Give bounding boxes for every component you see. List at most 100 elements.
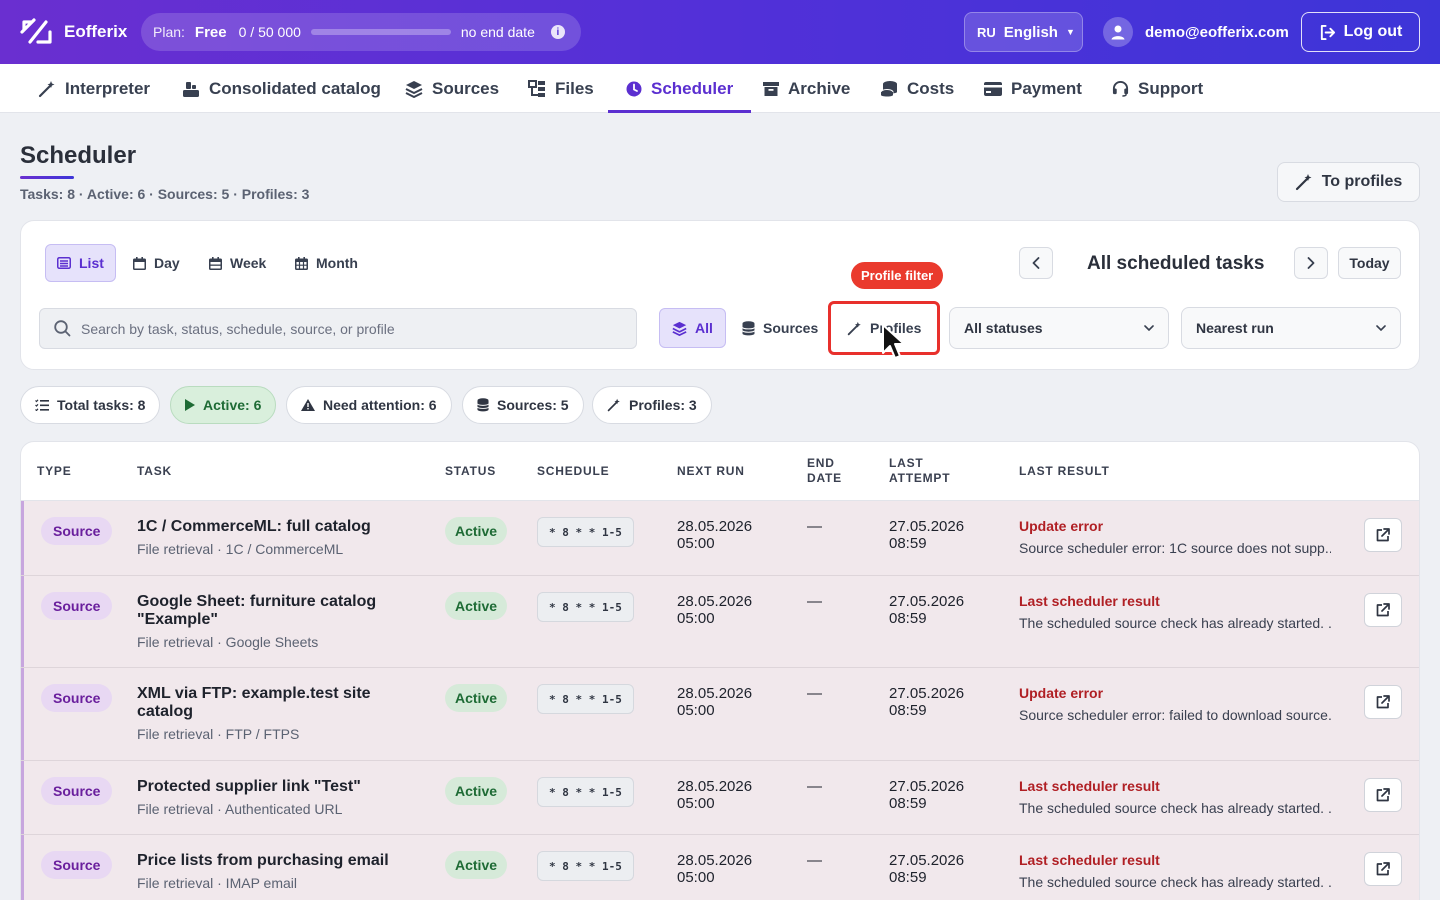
nav-label: Interpreter bbox=[65, 78, 151, 98]
column-header-last-attempt[interactable]: LAST ATTEMPT bbox=[889, 442, 950, 500]
caret-down-icon: ▼ bbox=[1065, 27, 1075, 37]
previous-period-button[interactable] bbox=[1019, 247, 1053, 279]
column-header-next-run[interactable]: NEXT RUN bbox=[677, 463, 745, 478]
open-task-button[interactable] bbox=[1364, 518, 1402, 552]
last-attempt-date: 27.05.2026 bbox=[889, 852, 965, 869]
nav-item-archive[interactable]: Archive bbox=[763, 64, 850, 113]
calendar-icon bbox=[209, 256, 222, 270]
table-row[interactable]: Source Price lists from purchasing email… bbox=[21, 835, 1419, 900]
view-list-button[interactable]: List bbox=[45, 244, 116, 282]
clock-icon bbox=[626, 81, 642, 96]
nav-item-payment[interactable]: Payment bbox=[984, 64, 1082, 113]
header-line: DATE bbox=[807, 471, 842, 485]
nav-item-costs[interactable]: Costs bbox=[880, 64, 954, 113]
column-header-type[interactable]: TYPE bbox=[37, 463, 72, 478]
layers-icon bbox=[672, 321, 687, 336]
result-text: The scheduled source check has already s… bbox=[1019, 874, 1331, 890]
to-profiles-button[interactable]: To profiles bbox=[1277, 162, 1420, 202]
result-text: Source scheduler error: failed to downlo… bbox=[1019, 707, 1331, 723]
result-title: Last scheduler result bbox=[1019, 778, 1160, 794]
next-run-time: 05:00 bbox=[677, 702, 715, 719]
type-badge: Source bbox=[41, 517, 113, 545]
card-icon bbox=[984, 81, 1002, 96]
sort-select[interactable]: Nearest run bbox=[1181, 307, 1401, 349]
nav-label: Payment bbox=[1011, 78, 1082, 98]
task-name[interactable]: Price lists from purchasing email bbox=[137, 852, 389, 869]
nav-label: Archive bbox=[788, 78, 851, 98]
today-button[interactable]: Today bbox=[1338, 247, 1401, 279]
column-header-end-date[interactable]: END DATE bbox=[807, 442, 842, 500]
calendar-icon bbox=[295, 256, 308, 270]
open-task-button[interactable] bbox=[1364, 593, 1402, 627]
task-name[interactable]: 1C / CommerceML: full catalog bbox=[137, 518, 371, 535]
logo[interactable]: Eofferix bbox=[20, 18, 127, 46]
stat-need-attention[interactable]: Need attention: 6 bbox=[286, 386, 452, 424]
table-row[interactable]: Source Google Sheet: furniture catalog "… bbox=[21, 576, 1419, 668]
header-divider bbox=[21, 500, 1419, 501]
nav-item-interpreter[interactable]: Interpreter bbox=[38, 64, 150, 113]
chevron-right-icon bbox=[1307, 257, 1315, 269]
next-period-button[interactable] bbox=[1294, 247, 1328, 279]
open-task-button[interactable] bbox=[1364, 778, 1402, 812]
type-badge: Source bbox=[41, 592, 113, 620]
plan-usage: Plan: Free 0 / 50 000 no end date i bbox=[141, 13, 581, 51]
open-task-button[interactable] bbox=[1364, 685, 1402, 719]
result-text: The scheduled source check has already s… bbox=[1019, 615, 1331, 631]
next-run-date: 28.05.2026 bbox=[677, 685, 753, 702]
result-text: Source scheduler error: 1C source does n… bbox=[1019, 540, 1331, 556]
stat-sources[interactable]: Sources: 5 bbox=[462, 386, 584, 424]
last-attempt-time: 08:59 bbox=[889, 702, 927, 719]
open-task-button[interactable] bbox=[1364, 852, 1402, 886]
table-row[interactable]: Source XML via FTP: example.test site ca… bbox=[21, 668, 1419, 761]
view-week-button[interactable]: Week bbox=[198, 244, 277, 282]
database-icon bbox=[742, 320, 755, 335]
stat-profiles[interactable]: Profiles: 3 bbox=[592, 386, 712, 424]
cron-schedule: * 8 * * 1-5 bbox=[537, 517, 634, 547]
column-header-last-result[interactable]: LAST RESULT bbox=[1019, 463, 1110, 478]
filter-sources-button[interactable]: Sources bbox=[730, 308, 830, 348]
nav-item-scheduler[interactable]: Scheduler bbox=[607, 64, 752, 113]
task-name[interactable]: XML via FTP: example.test site catalog bbox=[137, 685, 371, 720]
next-run-time: 05:00 bbox=[677, 869, 715, 886]
filter-all-button[interactable]: All bbox=[659, 308, 726, 348]
status-select[interactable]: All statuses bbox=[949, 307, 1169, 349]
headset-icon bbox=[1112, 80, 1129, 97]
nav-item-sources[interactable]: Sources bbox=[405, 64, 499, 113]
header-line: LAST bbox=[889, 456, 924, 470]
table-row[interactable]: Source 1C / CommerceML: full catalog Fil… bbox=[21, 501, 1419, 576]
user-menu[interactable]: demo@eofferix.com bbox=[1103, 17, 1289, 47]
info-icon[interactable]: i bbox=[550, 25, 565, 39]
logo-icon bbox=[20, 18, 52, 44]
column-header-task[interactable]: TASK bbox=[137, 463, 172, 478]
nav-item-files[interactable]: Files bbox=[528, 64, 594, 113]
stat-active[interactable]: Active: 6 bbox=[170, 386, 277, 424]
nav-item-consolidated-catalog[interactable]: Consolidated catalog bbox=[182, 64, 381, 113]
result-title: Update error bbox=[1019, 685, 1104, 701]
table-row[interactable]: Source Protected supplier link "Test" Fi… bbox=[21, 761, 1419, 835]
result-title: Last scheduler result bbox=[1019, 852, 1160, 868]
column-header-schedule[interactable]: SCHEDULE bbox=[537, 463, 610, 478]
last-attempt-date: 27.05.2026 bbox=[889, 593, 965, 610]
column-header-status[interactable]: STATUS bbox=[445, 463, 497, 478]
logout-button[interactable]: Log out bbox=[1301, 12, 1420, 52]
view-day-button[interactable]: Day bbox=[122, 244, 191, 282]
status-select-value: All statuses bbox=[964, 320, 1043, 336]
nav-item-support[interactable]: Support bbox=[1112, 64, 1203, 113]
view-label: Month bbox=[316, 255, 358, 271]
end-date: — bbox=[807, 518, 822, 535]
language-selector[interactable]: RU English ▼ bbox=[964, 12, 1083, 52]
stat-label: Profiles: 3 bbox=[629, 397, 697, 413]
plan-end-date: no end date bbox=[460, 24, 535, 40]
language-name: English bbox=[1003, 23, 1058, 41]
view-month-button[interactable]: Month bbox=[284, 244, 369, 282]
mouse-cursor-icon bbox=[882, 324, 905, 359]
task-name[interactable]: Google Sheet: furniture catalog "Example… bbox=[137, 593, 377, 628]
task-name[interactable]: Protected supplier link "Test" bbox=[137, 778, 361, 795]
stat-total-tasks[interactable]: Total tasks: 8 bbox=[20, 386, 161, 424]
chevron-down-icon bbox=[1376, 325, 1386, 331]
search-input[interactable] bbox=[81, 320, 601, 337]
task-subtitle: File retrieval · Authenticated URL bbox=[137, 801, 343, 817]
end-date: — bbox=[807, 778, 822, 795]
usage-progress-bar bbox=[310, 29, 451, 35]
external-link-icon bbox=[1376, 862, 1390, 876]
